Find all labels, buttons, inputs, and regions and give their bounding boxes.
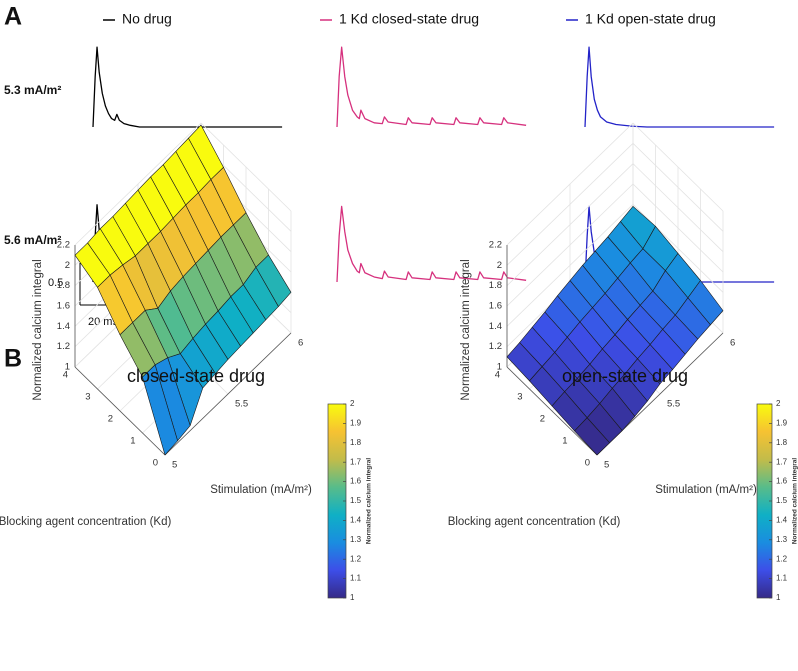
y-tick-label: 3 xyxy=(517,392,522,403)
colorbar-tick-label: 1.6 xyxy=(776,477,788,486)
x-tick-label: 5 xyxy=(604,460,609,471)
scale-bar-y-label: 0.5 xyxy=(48,277,63,289)
z-tick-label: 1.2 xyxy=(489,341,502,352)
y-tick-label: 0 xyxy=(153,458,158,469)
y-tick-label: 4 xyxy=(495,370,500,381)
x-axis xyxy=(164,332,292,456)
colorbar-tick-label: 1.3 xyxy=(776,535,788,544)
surface-patch xyxy=(142,364,178,456)
z-axis-label: Normalized calcium integral xyxy=(460,259,472,400)
x-tick-label: 5 xyxy=(172,460,177,471)
y-axis xyxy=(506,366,598,456)
z-tick-label: 1.8 xyxy=(57,280,70,291)
z-tick-label: 1 xyxy=(65,362,70,373)
y-axis-label: Blocking agent concentration (Kd) xyxy=(448,516,621,528)
row-label: 5.3 mA/m² xyxy=(4,83,61,97)
colorbar-tick-label: 1.9 xyxy=(776,419,788,428)
z-tick-label: 1.6 xyxy=(57,301,70,312)
trace xyxy=(92,46,283,128)
z-tick-label: 2 xyxy=(65,260,70,271)
z-tick-label: 2.2 xyxy=(57,240,70,251)
trace xyxy=(584,46,775,128)
scale-bar-x-label: 20 ms xyxy=(88,316,118,328)
y-tick-label: 1 xyxy=(130,436,135,447)
z-tick-label: 2 xyxy=(497,260,502,271)
z-tick-label: 1.4 xyxy=(57,321,70,332)
colorbar-tick-label: 2 xyxy=(776,399,781,408)
y-tick-label: 0 xyxy=(585,458,590,469)
legend-label: 1 Kd closed-state drug xyxy=(339,11,479,27)
x-tick-label: 6 xyxy=(730,338,735,349)
colorbar-tick-label: 1.1 xyxy=(350,574,362,583)
z-axis-label: Normalized calcium integral xyxy=(32,259,44,400)
colorbar-tick-label: 1 xyxy=(776,593,781,602)
colorbar-tick-label: 1.9 xyxy=(350,419,362,428)
colorbar-label: Normalized calcium integral xyxy=(792,458,798,545)
x-axis-label: Stimulation (mA/m²) xyxy=(655,484,757,496)
z-tick-label: 2.2 xyxy=(489,240,502,251)
colorbar-tick-label: 1.8 xyxy=(350,438,362,447)
chart-title: closed-state drug xyxy=(127,366,265,386)
colorbar-tick-label: 1.4 xyxy=(350,516,362,525)
y-tick-label: 3 xyxy=(85,392,90,403)
colorbar-tick-label: 1.2 xyxy=(350,554,362,563)
row-label: 5.6 mA/m² xyxy=(4,233,61,247)
y-axis-label: Blocking agent concentration (Kd) xyxy=(0,516,171,528)
y-tick-label: 2 xyxy=(540,414,545,425)
colorbar-tick-label: 1.5 xyxy=(350,496,362,505)
y-tick-label: 1 xyxy=(562,436,567,447)
legend-label: 1 Kd open-state drug xyxy=(585,11,716,27)
x-tick-label: 5.5 xyxy=(235,399,248,410)
z-tick-label: 1.6 xyxy=(489,301,502,312)
x-axis-label: Stimulation (mA/m²) xyxy=(210,484,312,496)
colorbar-tick-label: 2 xyxy=(350,399,355,408)
colorbar-tick-label: 1.3 xyxy=(350,535,362,544)
colorbar-tick-label: 1.2 xyxy=(776,554,788,563)
colorbar-tick-label: 1.8 xyxy=(776,438,788,447)
y-axis xyxy=(74,366,166,456)
chart-title: open-state drug xyxy=(562,366,688,386)
panel-label: A xyxy=(4,3,22,31)
x-tick-label: 6 xyxy=(298,338,303,349)
colorbar-tick-label: 1.7 xyxy=(776,457,788,466)
y-tick-label: 4 xyxy=(63,370,68,381)
colorbar-tick-label: 1.4 xyxy=(776,516,788,525)
trace xyxy=(336,46,527,128)
colorbar-tick-label: 1.1 xyxy=(776,574,788,583)
colorbar-tick-label: 1 xyxy=(350,593,355,602)
colorbar-label: Normalized calcium integral xyxy=(366,458,373,545)
x-tick-label: 5.5 xyxy=(667,399,680,410)
y-tick-label: 2 xyxy=(108,414,113,425)
legend-label: No drug xyxy=(122,11,172,27)
panel-label: B xyxy=(4,345,22,373)
surface-patch xyxy=(574,417,610,456)
trace xyxy=(336,205,527,283)
colorbar-tick-label: 1.5 xyxy=(776,496,788,505)
colorbar-tick-label: 1.6 xyxy=(350,477,362,486)
z-tick-label: 1 xyxy=(497,362,502,373)
z-tick-label: 1.8 xyxy=(489,280,502,291)
z-tick-label: 1.2 xyxy=(57,341,70,352)
colorbar-tick-label: 1.7 xyxy=(350,457,362,466)
z-tick-label: 1.4 xyxy=(489,321,502,332)
